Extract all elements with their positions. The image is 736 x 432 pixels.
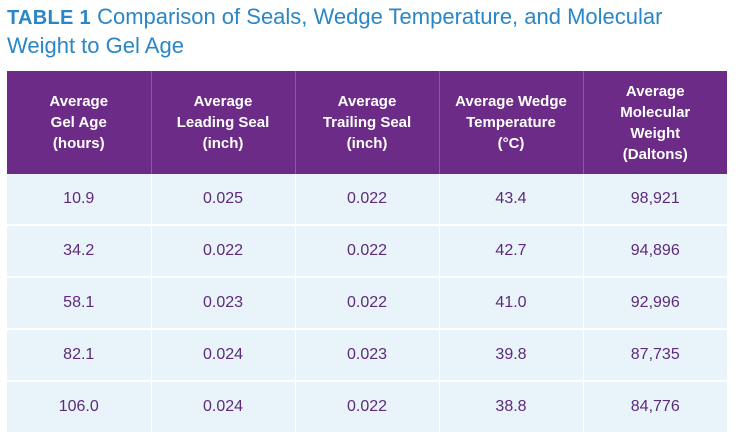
column-header-line: Temperature: [466, 114, 556, 131]
column-header-line: (hours): [52, 135, 105, 152]
column-header-line: Molecular: [620, 103, 691, 121]
column-header-line: Leading Seal: [176, 114, 270, 131]
table-cell-trailing-seal: 0.023: [294, 328, 440, 381]
table-cell-wedge-temperature: 43.4: [438, 174, 584, 225]
column-header-line: (°C): [497, 135, 525, 152]
column-header-line: Average: [337, 93, 397, 110]
table-cell-trailing-seal: 0.022: [294, 380, 440, 432]
table-cell-leading-seal: 0.023: [150, 276, 296, 329]
column-header-line: Average: [49, 93, 109, 110]
table-cell-wedge-temperature: 42.7: [438, 224, 584, 277]
header-row: Average Gel Age (hours) Average Leading Seal…: [7, 71, 727, 174]
column-header-molecular-weight: Average Molecular Weight (Daltons): [582, 71, 727, 174]
table-cell-gel-age: 58.1: [7, 276, 152, 329]
column-header-leading-seal: Average Leading Seal (inch): [150, 71, 296, 174]
table-cell-gel-age: 10.9: [7, 174, 152, 225]
table-row: 58.1 0.023 0.022 41.0 92,996: [7, 276, 727, 329]
table-cell-gel-age: 34.2: [7, 224, 152, 277]
column-header-line: Average: [193, 93, 253, 110]
column-header-wedge-temperature: Average Wedge Temperature (°C): [438, 71, 584, 174]
table-row: 106.0 0.024 0.022 38.8 84,776: [7, 380, 727, 432]
table-cell-leading-seal: 0.024: [150, 328, 296, 381]
table-cell-leading-seal: 0.022: [150, 224, 296, 277]
table-label: TABLE 1: [7, 7, 91, 29]
table-cell-wedge-temperature: 41.0: [438, 276, 584, 329]
table-cell-wedge-temperature: 39.8: [438, 328, 584, 381]
table-cell-molecular-weight: 87,735: [582, 328, 727, 381]
table-body: 10.9 0.025 0.022 43.4 98,921 34.2 0.022 0.022 42…: [7, 174, 727, 432]
table-row: 34.2 0.022 0.022 42.7 94,896: [7, 224, 727, 277]
column-header-line: Gel Age: [50, 114, 107, 131]
table-cell-trailing-seal: 0.022: [294, 276, 440, 329]
column-header-line: Weight: [630, 124, 681, 142]
column-header-line: Trailing Seal: [322, 114, 412, 131]
table-cell-molecular-weight: 92,996: [582, 276, 727, 329]
column-header-line: Average: [625, 82, 685, 100]
data-table: Average Gel Age (hours) Average Leading Seal…: [7, 71, 727, 432]
table-cell-wedge-temperature: 38.8: [438, 380, 584, 432]
table-cell-molecular-weight: 98,921: [582, 174, 727, 225]
table-cell-trailing-seal: 0.022: [294, 224, 440, 277]
column-header-line: Average Wedge: [455, 93, 567, 110]
table-cell-molecular-weight: 84,776: [582, 380, 727, 432]
table-cell-trailing-seal: 0.022: [294, 174, 440, 225]
table-cell-molecular-weight: 94,896: [582, 224, 727, 277]
column-header-line: (inch): [202, 135, 244, 152]
table-cell-leading-seal: 0.024: [150, 380, 296, 432]
column-header-trailing-seal: Average Trailing Seal (inch): [294, 71, 440, 174]
table-cell-leading-seal: 0.025: [150, 174, 296, 225]
table-row: 82.1 0.024 0.023 39.8 87,735: [7, 328, 727, 381]
table-cell-gel-age: 106.0: [7, 380, 152, 432]
column-header-line: (Daltons): [622, 145, 688, 163]
table-caption: TABLE 1 Comparison of Seals, Wedge Tempe…: [7, 3, 727, 60]
column-header-line: (inch): [346, 135, 388, 152]
table-title: Comparison of Seals, Wedge Temperature, …: [7, 4, 663, 58]
table-cell-gel-age: 82.1: [7, 328, 152, 381]
table-row: 10.9 0.025 0.022 43.4 98,921: [7, 174, 727, 225]
column-header-gel-age: Average Gel Age (hours): [7, 71, 152, 174]
